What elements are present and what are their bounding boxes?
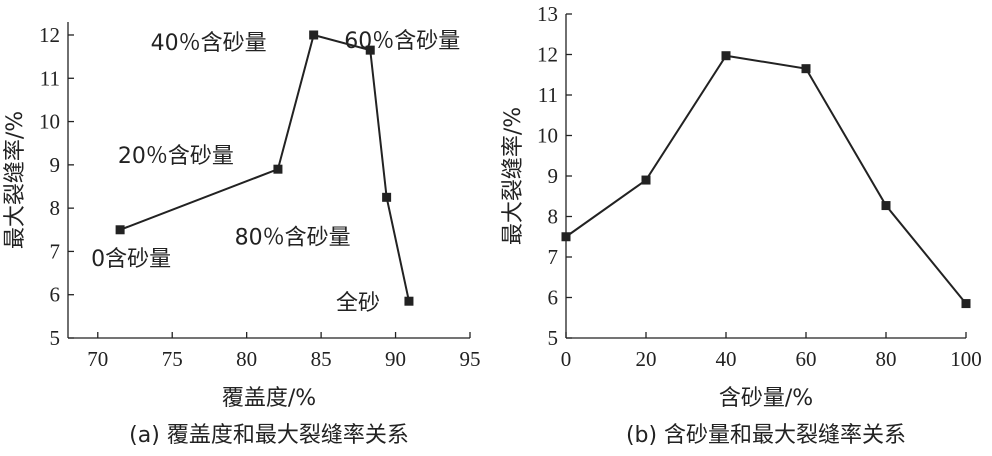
- y-tick-label: 5: [548, 326, 559, 350]
- x-tick-label: 20: [636, 347, 657, 371]
- y-tick-label: 9: [50, 153, 61, 177]
- data-point: [273, 164, 283, 174]
- y-tick-label: 5: [50, 326, 61, 350]
- y-tick-label: 7: [50, 239, 61, 263]
- data-point: [365, 45, 375, 55]
- data-point: [961, 299, 971, 309]
- point-annotation: 全砂: [336, 291, 380, 316]
- x-axis-label: 含砂量/%: [719, 386, 813, 411]
- data-point: [641, 175, 651, 185]
- data-point: [881, 201, 891, 211]
- y-tick-label: 11: [40, 66, 60, 90]
- x-tick-label: 75: [162, 347, 183, 371]
- y-tick-label: 13: [537, 2, 558, 26]
- point-annotation: 80％含砂量: [235, 225, 351, 250]
- point-annotation: 60％含砂量: [344, 29, 460, 54]
- y-tick-label: 7: [548, 245, 559, 269]
- series-line: [565, 54, 967, 305]
- chart-caption: (a) 覆盖度和最大裂缝率关系: [129, 423, 409, 448]
- x-axis-label: 覆盖度/%: [222, 386, 316, 411]
- x-tick-label: 60: [796, 347, 817, 371]
- y-tick-label: 10: [537, 124, 558, 148]
- y-tick-label: 8: [548, 205, 559, 229]
- x-tick-label: 80: [876, 347, 897, 371]
- point-annotation: 0含砂量: [91, 247, 171, 272]
- x-tick-label: 85: [311, 347, 332, 371]
- y-tick-label: 6: [548, 286, 559, 310]
- x-tick-label: 80: [236, 347, 257, 371]
- x-tick-label: 90: [385, 347, 406, 371]
- data-point: [561, 232, 571, 242]
- data-point: [404, 296, 414, 306]
- y-axis-label: 最大裂缝率/%: [3, 111, 28, 249]
- y-tick-label: 6: [50, 283, 61, 307]
- data-point: [721, 51, 731, 61]
- x-tick-label: 100: [950, 347, 982, 371]
- y-axis-label: 最大裂缝率/%: [501, 107, 526, 245]
- chart-caption: (b) 含砂量和最大裂缝率关系: [626, 423, 906, 448]
- point-annotation: 20％含砂量: [118, 144, 234, 169]
- x-tick-label: 95: [460, 347, 481, 371]
- y-tick-label: 11: [538, 83, 558, 107]
- data-point: [801, 64, 811, 74]
- y-tick-label: 9: [548, 164, 559, 188]
- data-point: [309, 30, 319, 40]
- data-point: [115, 225, 125, 235]
- y-tick-label: 10: [39, 110, 60, 134]
- point-annotation: 40％含砂量: [151, 31, 267, 56]
- chart-a: 5 6 7 8 9 10 11 12 70 75 80 85 90 95 覆盖度/% 最大裂缝率/% 0含砂量 2…: [3, 22, 481, 448]
- x-tick-label: 40: [716, 347, 737, 371]
- y-tick-label: 8: [50, 196, 61, 220]
- x-tick-label: 70: [87, 347, 108, 371]
- chart-b: 5 6 7 8 9 10 11 12 13 0 20 40 60 80 100 含砂量/% 最大裂缝率/% (b)…: [501, 2, 982, 448]
- data-point: [382, 192, 392, 202]
- y-tick-label: 12: [537, 43, 558, 67]
- y-tick-label: 12: [39, 23, 60, 47]
- x-tick-label: 0: [561, 347, 572, 371]
- series-line: [119, 33, 410, 302]
